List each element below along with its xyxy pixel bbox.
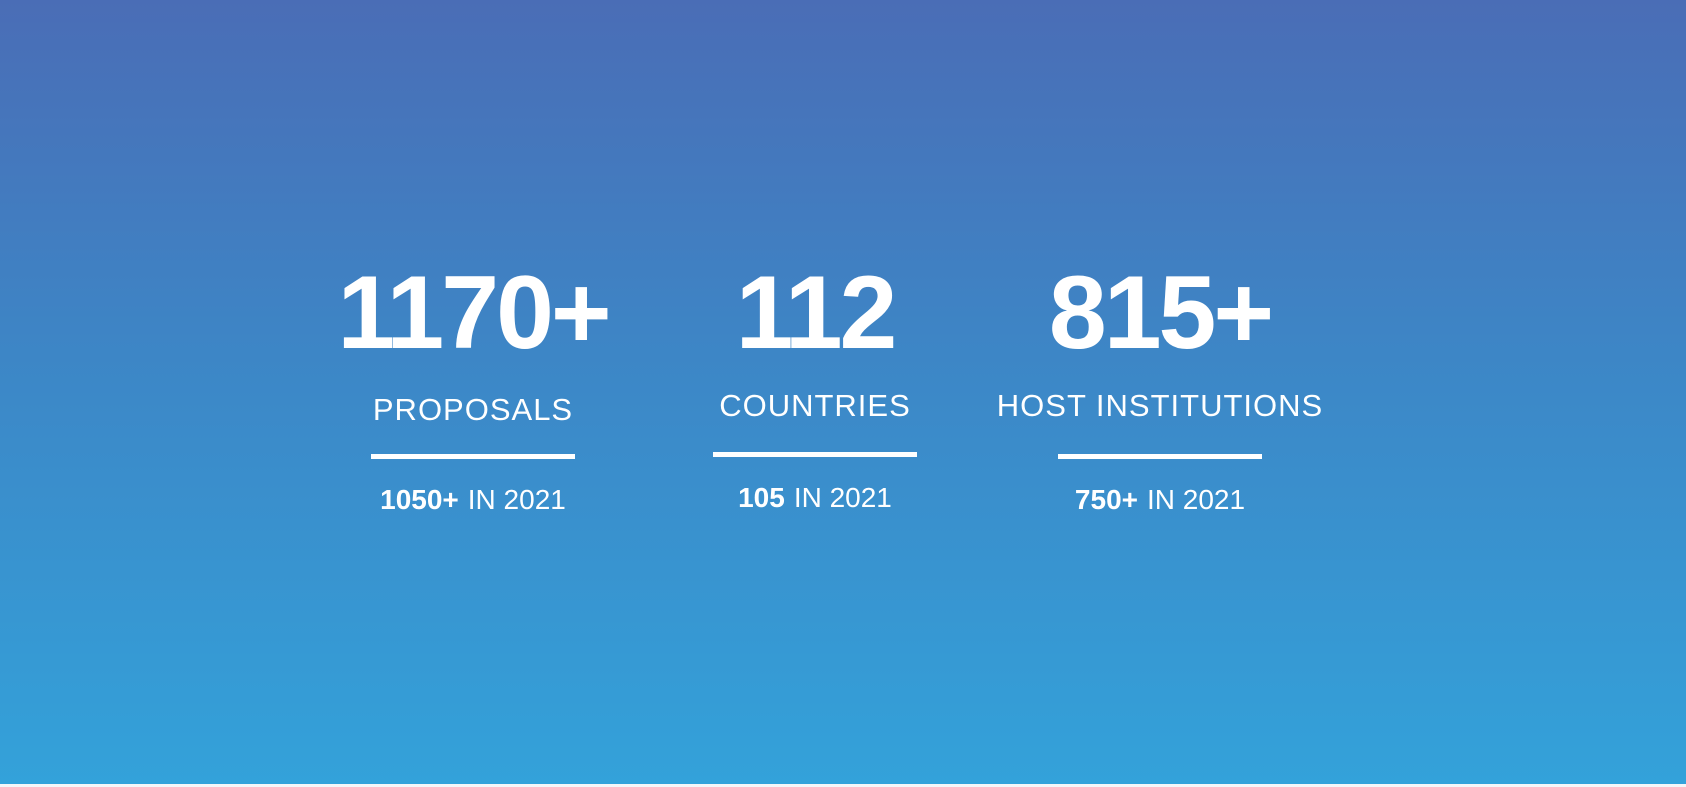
- divider: [371, 454, 575, 459]
- previous-suffix: IN 2021: [793, 482, 892, 513]
- stat-label: COUNTRIES: [719, 388, 911, 423]
- stat-block: 112 COUNTRIES 105 IN 2021: [635, 258, 995, 515]
- previous-value: 105: [738, 482, 785, 513]
- previous-value: 750+: [1074, 484, 1138, 515]
- stat-value: 815+: [1048, 255, 1274, 371]
- bottom-border: [0, 784, 1686, 787]
- previous-suffix: IN 2021: [1147, 484, 1246, 515]
- stat-block: 815+ HOST INSTITUTIONS 750+ IN 2021: [940, 258, 1380, 517]
- previous-value: 1050+: [380, 484, 459, 515]
- stat-block: 1170+ PROPOSALS 1050+ IN 2021: [293, 258, 653, 517]
- divider: [1058, 454, 1262, 459]
- stat-label: PROPOSALS: [372, 392, 574, 427]
- stat-value: 1170+: [337, 255, 611, 371]
- previous-year: 750+ IN 2021: [940, 483, 1380, 517]
- stat-value: 112: [735, 255, 898, 371]
- previous-suffix: IN 2021: [467, 484, 566, 515]
- previous-year: 105 IN 2021: [635, 481, 995, 515]
- divider: [713, 452, 917, 457]
- stat-label: HOST INSTITUTIONS: [996, 388, 1324, 423]
- previous-year: 1050+ IN 2021: [293, 483, 653, 517]
